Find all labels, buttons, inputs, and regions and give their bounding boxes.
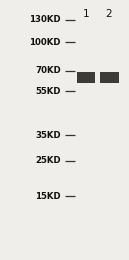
Text: 100KD: 100KD	[29, 38, 61, 47]
Bar	[100, 73, 119, 83]
Bar	[77, 73, 95, 83]
Text: 130KD: 130KD	[29, 15, 61, 24]
Text: 15KD: 15KD	[35, 192, 61, 201]
Text: 55KD: 55KD	[35, 87, 61, 96]
Text: 70KD: 70KD	[35, 66, 61, 75]
Text: 1: 1	[83, 9, 89, 19]
Text: 25KD: 25KD	[35, 156, 61, 165]
Text: 2: 2	[105, 9, 112, 19]
Text: 35KD: 35KD	[35, 131, 61, 140]
